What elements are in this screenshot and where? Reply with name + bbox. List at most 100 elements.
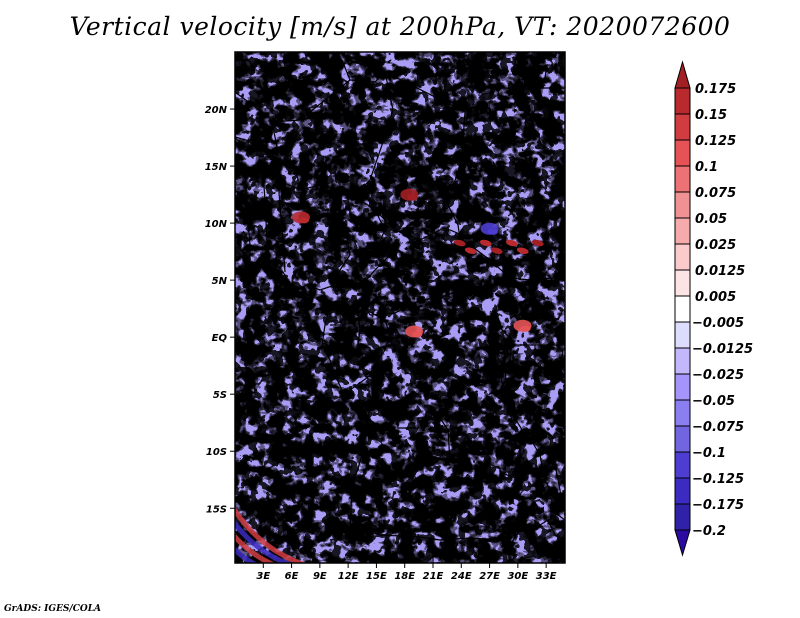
lat-tick-label: 20N	[205, 105, 228, 116]
field-feature	[453, 239, 466, 247]
colorbar-lower-extension	[674, 529, 691, 557]
lon-tick-label: 21E	[423, 571, 444, 582]
colorbar-swatch	[674, 191, 691, 219]
border-drc-congo	[349, 311, 391, 391]
colorbar-swatch	[674, 87, 691, 115]
border-sudan-south-sudan	[447, 164, 565, 281]
lon-tick-label: 12E	[338, 571, 359, 582]
colorbar-label: 0.1	[695, 160, 718, 175]
colorbar-label: −0.125	[692, 472, 744, 487]
border-egypt-sudan	[471, 52, 565, 89]
field-feature	[531, 239, 544, 247]
colorbar-swatch	[674, 477, 691, 505]
field-feature	[235, 546, 258, 563]
field-feature	[235, 506, 308, 563]
field-feature	[520, 325, 531, 332]
colorbar-swatch	[674, 347, 691, 375]
lon-tick-label: 9E	[313, 571, 327, 582]
colorbar-swatch	[674, 321, 691, 349]
field-feature	[412, 331, 423, 338]
colorbar-label: −0.0125	[692, 342, 753, 357]
field-positive-patches	[235, 52, 565, 563]
border-drc-uganda	[497, 317, 513, 371]
border-chad-car	[374, 209, 463, 241]
lon-tick-label: 27E	[479, 571, 500, 582]
field-feature	[464, 247, 477, 255]
colorbar-label: −0.2	[692, 524, 726, 539]
colorbar-upper-extension	[674, 60, 691, 89]
field-feature	[299, 217, 309, 224]
border-nile-egypt	[529, 64, 548, 93]
lon-tick-label: 33E	[536, 571, 557, 582]
colorbar-label: 0.025	[695, 238, 736, 253]
colorbar-label: −0.005	[692, 316, 744, 331]
colorbar: 0.175 0.15 0.125 0.1 0.075 0.05 0.025 0.0125 0.0…	[674, 60, 753, 557]
field-feature	[235, 519, 293, 563]
lon-tick-label: 18E	[394, 571, 415, 582]
border-central-african-coast	[321, 304, 349, 396]
border-niger-nigeria	[277, 179, 371, 191]
lat-tick-label: 15N	[205, 162, 228, 173]
country-borders	[235, 52, 565, 563]
colorbar-label: −0.05	[692, 394, 735, 409]
colorbar-swatch	[674, 113, 691, 141]
border-angola-coast	[349, 399, 363, 546]
border-lake-tanganyika	[499, 369, 525, 436]
border-mali-niger	[235, 121, 279, 163]
border-zambia-east	[501, 428, 565, 521]
grads-credit: GrADS: IGES/COLA	[4, 604, 102, 614]
border-chad-sudan	[359, 71, 394, 256]
border-gabon-congo	[330, 311, 373, 363]
lat-tick-label: 15S	[206, 504, 227, 515]
colorbar-swatch	[674, 451, 691, 479]
lat-tick-label: EQ	[212, 333, 228, 344]
colorbar-label: 0.15	[695, 108, 727, 123]
lon-tick-label: 24E	[451, 571, 472, 582]
colorbar-label: 0.175	[695, 82, 736, 97]
colorbar-label: 0.0125	[695, 264, 745, 279]
colorbar-swatch	[674, 503, 691, 531]
colorbar-swatch	[674, 269, 691, 297]
field-feature	[487, 228, 498, 235]
colorbar-swatch	[674, 217, 691, 245]
colorbar-swatch	[674, 139, 691, 167]
colorbar-label: 0.005	[695, 290, 736, 305]
colorbar-label: −0.1	[692, 446, 726, 461]
field-feature	[490, 247, 503, 255]
field-feature	[235, 533, 276, 563]
colorbar-swatch	[674, 425, 691, 453]
border-drc-angola	[356, 399, 503, 479]
latitude-axis: 20N 15N 10N 5N EQ 5S 10S 15S	[205, 105, 235, 515]
colorbar-label: −0.025	[692, 368, 744, 383]
border-cameroon-car	[361, 254, 391, 316]
border-lake-victoria	[534, 344, 564, 373]
colorbar-label: −0.175	[692, 498, 744, 513]
border-angola-namibia	[350, 529, 511, 546]
colorbar-label: 0.05	[695, 212, 727, 227]
border-niger-chad-libya	[349, 71, 466, 166]
plot-title: Vertical velocity [m/s] at 200hPa, VT: 2…	[69, 12, 731, 41]
colorbar-swatch	[674, 399, 691, 427]
field-feature	[505, 239, 518, 247]
border-benin-togo-ghana	[244, 159, 286, 273]
field-features	[235, 188, 544, 563]
colorbar-swatch	[674, 243, 691, 271]
longitude-axis: 3E 6E 9E 12E 15E 18E 21E 24E 27E 30E 33E	[256, 563, 557, 582]
lon-tick-label: 6E	[285, 571, 299, 582]
border-car-drc	[369, 287, 481, 316]
border-zambia-zimbabwe	[509, 519, 565, 546]
lon-tick-label: 3E	[256, 571, 270, 582]
colorbar-swatch	[674, 165, 691, 193]
border-namibia-botswana	[432, 541, 491, 563]
field-feature	[516, 247, 529, 255]
border-lake-malawi	[555, 469, 563, 511]
lat-tick-label: 5S	[213, 390, 227, 401]
map-frame	[234, 51, 566, 564]
colorbar-swatch	[674, 295, 691, 323]
colorbar-label: 0.125	[695, 134, 736, 149]
field-feature	[479, 239, 492, 247]
lon-tick-label: 30E	[507, 571, 528, 582]
border-algeria-niger	[235, 52, 351, 123]
colorbar-label: 0.075	[695, 186, 736, 201]
